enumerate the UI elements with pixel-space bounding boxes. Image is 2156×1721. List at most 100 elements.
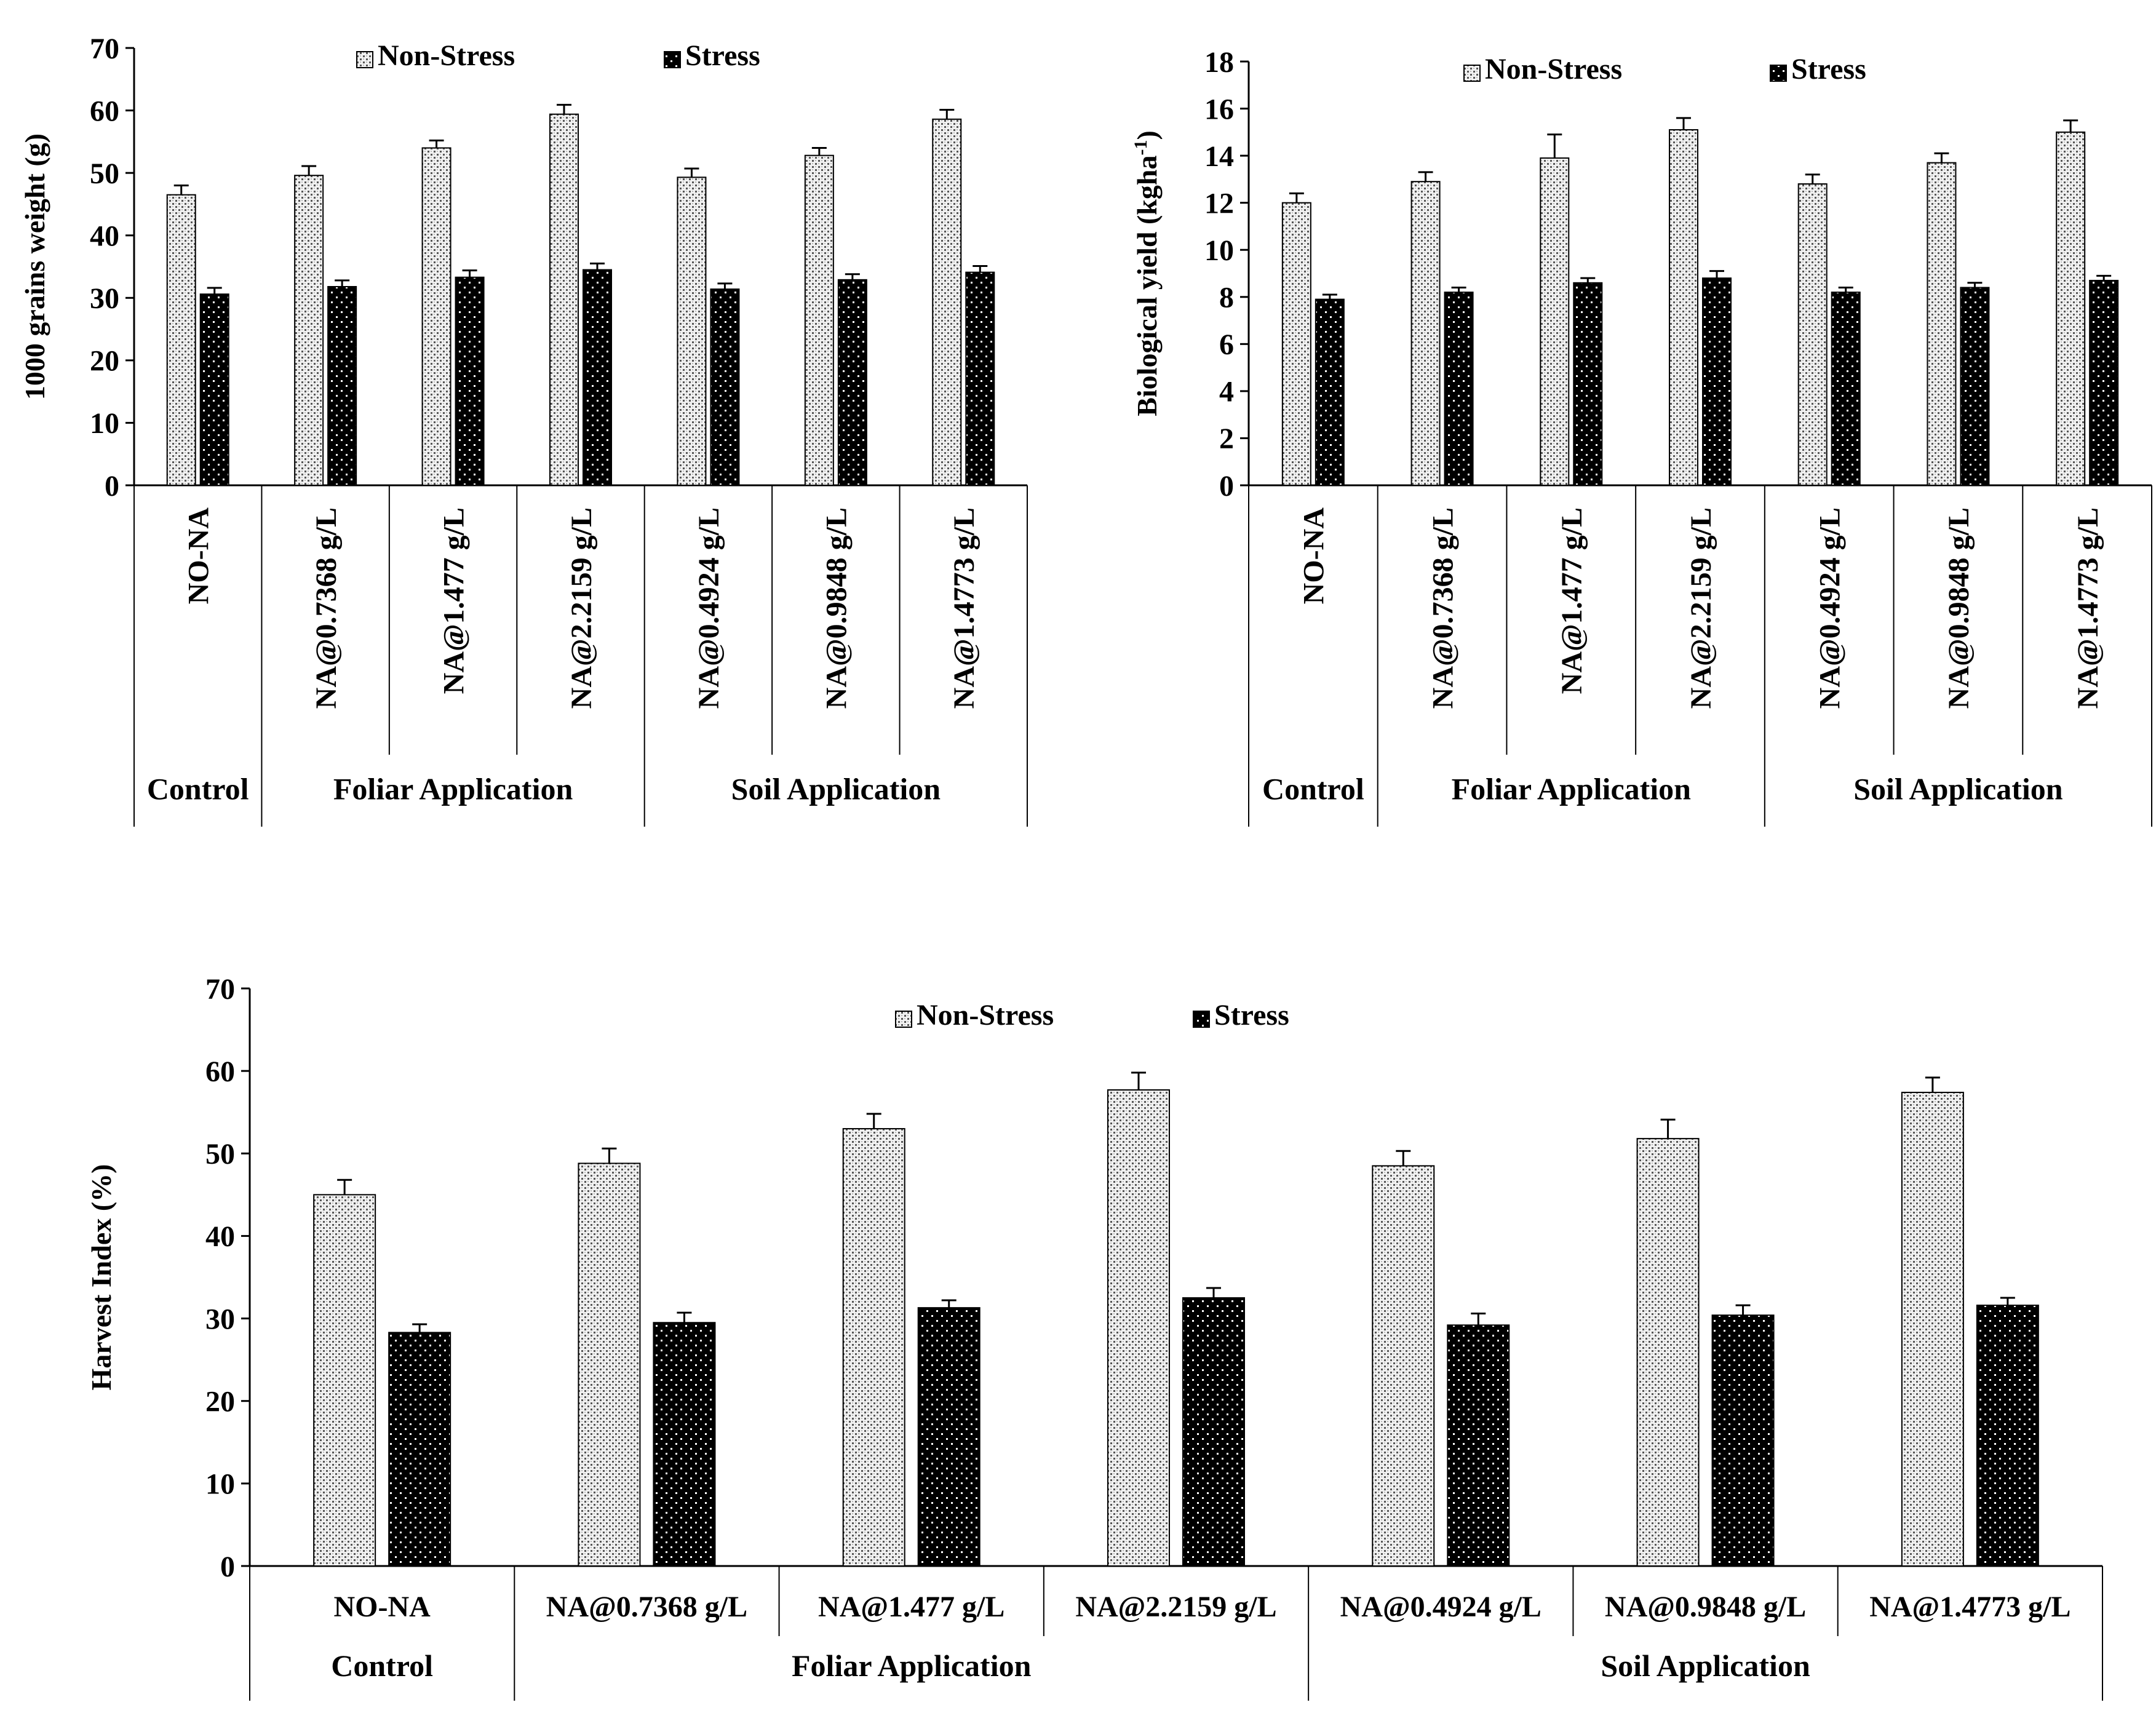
y-tick-label: 50 <box>205 1138 235 1171</box>
bar-non-stress <box>1901 1092 1964 1567</box>
bar-stress <box>1444 292 1474 486</box>
y-tick-label: 2 <box>1219 423 1234 455</box>
bar-non-stress <box>294 175 324 486</box>
y-tick-label: 4 <box>1219 376 1234 408</box>
bar-stress <box>1976 1305 2039 1567</box>
y-axis-label: Biological yield (kgha-1) <box>1131 130 1163 416</box>
category-label: NA@0.4924 g/L <box>693 507 725 709</box>
bar-stress <box>1182 1297 1245 1567</box>
y-tick-label: 10 <box>205 1468 235 1501</box>
y-tick-label: 30 <box>205 1303 235 1335</box>
category-label: NA@0.4924 g/L <box>1814 507 1847 709</box>
bar-non-stress <box>677 177 707 486</box>
y-tick-label: 10 <box>90 407 119 440</box>
y-tick-label: 0 <box>1219 470 1234 503</box>
group-label: Control <box>147 772 249 806</box>
y-tick-label: 50 <box>90 157 119 190</box>
group-label: Soil Application <box>1601 1648 1810 1683</box>
legend: Non-Stress Stress <box>1463 53 1866 85</box>
y-tick-label: 12 <box>1204 187 1234 220</box>
category-label: NA@0.7368 g/L <box>310 507 343 709</box>
category-label: NA@1.477 g/L <box>1556 507 1588 694</box>
bar-non-stress <box>1927 162 1957 487</box>
category-label: NA@2.2159 g/L <box>565 507 598 709</box>
category-label: NA@0.9848 g/L <box>821 507 853 709</box>
bar-non-stress <box>1281 202 1311 486</box>
bar-non-stress <box>166 194 196 486</box>
legend-label-stress: Stress <box>1214 999 1289 1031</box>
group-label: Foliar Application <box>792 1648 1032 1683</box>
y-tick-label: 20 <box>205 1386 235 1418</box>
group-label: Foliar Application <box>333 772 573 806</box>
y-tick-label: 8 <box>1219 282 1234 314</box>
category-label: NA@0.9848 g/L <box>1605 1591 1806 1623</box>
bar-stress <box>1711 1314 1775 1567</box>
y-tick-label: 40 <box>90 220 119 253</box>
category-label: NO-NA <box>1298 507 1331 605</box>
y-tick-label: 20 <box>90 345 119 378</box>
harvest-index-chart: 0 10 20 30 40 50 60 70 Harvest Index (%) NO-NA NA@… <box>86 973 2103 1701</box>
y-tick-label: 16 <box>1204 93 1234 125</box>
legend-label-stress: Stress <box>1791 53 1866 85</box>
biological-yield-chart: 0 2 4 6 8 10 12 14 16 18 Biological yield (kgha-1)… <box>1131 46 2152 827</box>
legend: Non-Stress Stress <box>356 39 760 72</box>
y-tick-label: 0 <box>105 470 119 503</box>
y-tick-label: 10 <box>1204 234 1234 267</box>
bar-stress <box>837 279 867 486</box>
bar-non-stress <box>549 113 579 486</box>
y-tick-label: 40 <box>205 1220 235 1253</box>
category-label: NA@1.4773 g/L <box>948 507 981 709</box>
y-axis-label: 1000 grains weight (g) <box>19 133 50 400</box>
legend: Non-Stress Stress <box>895 999 1289 1031</box>
bar-stress <box>1831 292 1861 486</box>
bar-stress <box>199 293 229 486</box>
bar-stress <box>1702 277 1732 486</box>
category-label: NA@1.477 g/L <box>818 1591 1004 1623</box>
category-label: NA@1.4773 g/L <box>1869 1591 2070 1623</box>
category-label: NA@0.4924 g/L <box>1340 1591 1541 1623</box>
legend-swatch-stress <box>664 51 681 68</box>
bar-non-stress <box>1372 1165 1435 1567</box>
bar-non-stress <box>1797 183 1828 486</box>
category-label: NA@2.2159 g/L <box>1685 507 1717 709</box>
y-tick-label: 18 <box>1204 46 1234 79</box>
grain-weight-chart: 0 10 20 30 40 50 60 70 1000 grains weight (g) NO-… <box>19 33 1028 827</box>
y-tick-label: 0 <box>220 1551 235 1583</box>
legend-swatch-stress <box>1770 65 1787 82</box>
group-label: Control <box>331 1648 433 1683</box>
category-label: NA@1.4773 g/L <box>2072 507 2104 709</box>
bar-non-stress <box>932 118 962 486</box>
bar-non-stress <box>1107 1089 1170 1567</box>
legend-label-non-stress: Non-Stress <box>1485 53 1622 85</box>
group-label: Soil Application <box>1853 772 2063 806</box>
category-label: NA@1.477 g/L <box>437 507 470 694</box>
y-tick-label: 14 <box>1204 140 1234 173</box>
legend-swatch-non-stress <box>895 1011 912 1028</box>
legend-swatch-non-stress <box>1463 65 1481 82</box>
y-tick-label: 60 <box>90 95 119 127</box>
bar-non-stress <box>421 147 451 486</box>
group-label: Foliar Application <box>1452 772 1692 806</box>
bar-non-stress <box>313 1194 376 1567</box>
category-label: NO-NA <box>183 507 215 605</box>
bar-non-stress <box>1669 129 1698 486</box>
bar-stress <box>1447 1324 1510 1567</box>
group-label: Soil Application <box>731 772 941 806</box>
bar-stress <box>965 271 995 486</box>
y-axis-label: Harvest Index (%) <box>86 1164 117 1391</box>
bar-stress <box>388 1332 451 1567</box>
legend-label-non-stress: Non-Stress <box>917 999 1054 1031</box>
category-label: NA@0.7368 g/L <box>546 1591 747 1623</box>
category-label: NO-NA <box>333 1591 431 1623</box>
y-tick-label: 70 <box>205 973 235 1006</box>
bar-stress <box>1960 287 1990 486</box>
bar-stress <box>1573 282 1603 486</box>
y-tick-label: 30 <box>90 282 119 315</box>
bar-non-stress <box>804 154 834 486</box>
y-tick-label: 60 <box>205 1055 235 1088</box>
bar-stress <box>2089 279 2119 486</box>
bar-non-stress <box>1410 181 1441 486</box>
bar-non-stress <box>842 1128 905 1567</box>
category-label: NA@2.2159 g/L <box>1075 1591 1276 1623</box>
